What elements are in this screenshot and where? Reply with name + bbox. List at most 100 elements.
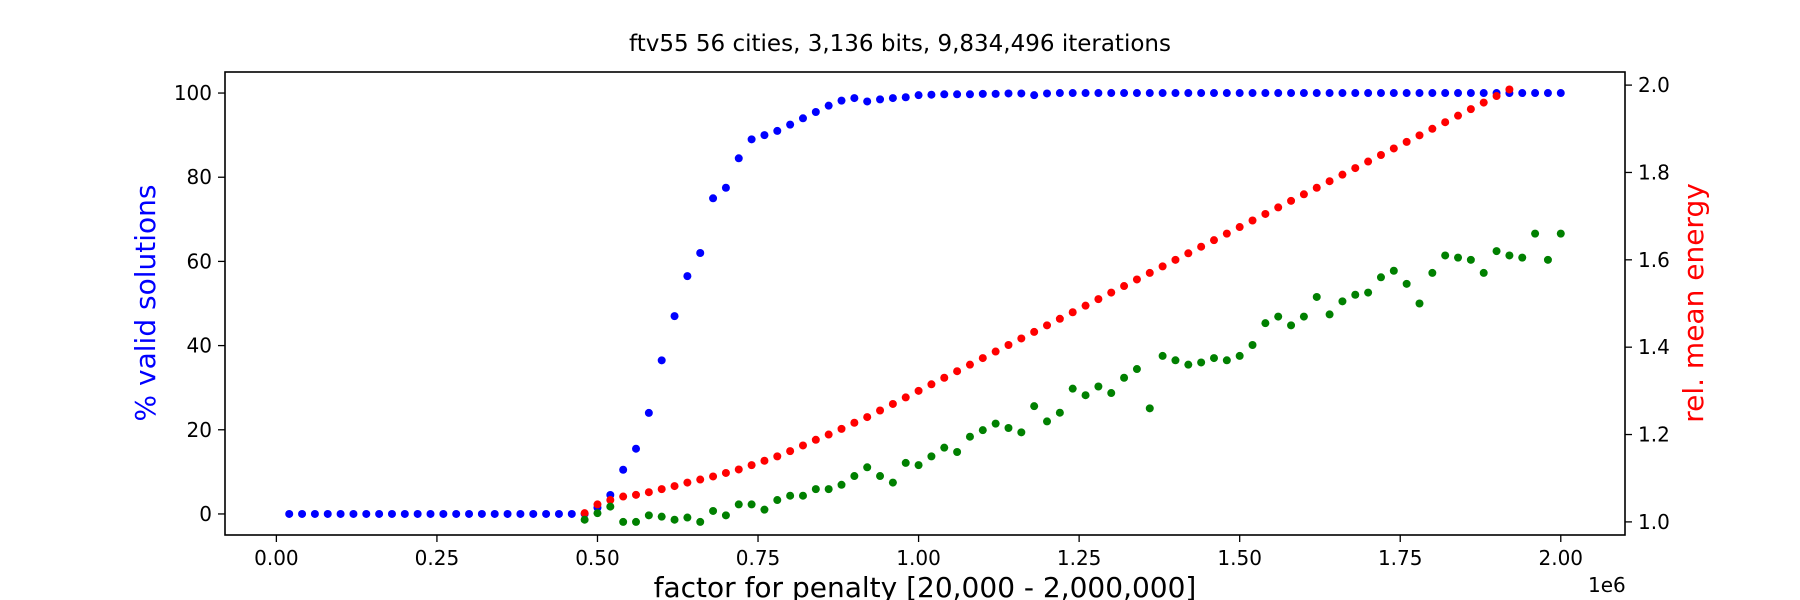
data-point (1209, 236, 1218, 245)
data-point (1107, 89, 1116, 98)
x-tick-label: 1.50 (1217, 546, 1262, 570)
data-point (1235, 351, 1244, 360)
data-point (1055, 408, 1064, 417)
data-point (1017, 89, 1026, 98)
data-point (1222, 89, 1231, 98)
data-point (644, 408, 653, 417)
data-point (1055, 89, 1064, 98)
data-point (991, 347, 1000, 356)
data-point (1004, 340, 1013, 349)
data-point (876, 472, 885, 481)
data-point (1441, 251, 1450, 260)
data-point (1428, 268, 1437, 277)
data-point (1055, 314, 1064, 323)
data-point (593, 509, 602, 518)
x-tick-label: 0.25 (415, 546, 460, 570)
data-point (850, 418, 859, 427)
data-point (1235, 89, 1244, 98)
data-point (619, 492, 628, 501)
data-point (1441, 118, 1450, 127)
data-point (901, 93, 910, 102)
data-point (1287, 321, 1296, 330)
data-point (863, 97, 872, 106)
left-y-tick-label: 100 (174, 81, 212, 105)
x-tick-label: 1.00 (896, 546, 941, 570)
data-point (1351, 89, 1360, 98)
x-tick-label: 2.00 (1539, 546, 1584, 570)
data-point (965, 432, 974, 441)
data-point (1068, 384, 1077, 393)
data-point (567, 509, 576, 518)
data-point (1081, 89, 1090, 98)
data-point (1222, 356, 1231, 365)
data-point (786, 491, 795, 500)
data-point (824, 430, 833, 439)
data-point (773, 126, 782, 135)
data-point (542, 509, 551, 518)
x-tick-label: 1.75 (1378, 546, 1423, 570)
data-point (953, 367, 962, 376)
data-point (1171, 255, 1180, 264)
data-point (824, 101, 833, 110)
data-point (991, 89, 1000, 98)
data-point (413, 509, 422, 518)
data-point (1518, 89, 1527, 98)
data-point (1492, 247, 1501, 256)
data-point (644, 511, 653, 520)
data-point (1543, 89, 1552, 98)
data-point (837, 480, 846, 489)
data-point (721, 511, 730, 520)
x-axis-label: factor for penalty [20,000 - 2,000,000] (654, 571, 1197, 600)
data-point (1338, 297, 1347, 306)
data-point (696, 475, 705, 484)
right-y-tick-label: 1.8 (1638, 160, 1670, 184)
data-point (927, 380, 936, 389)
data-point (1338, 89, 1347, 98)
data-point (978, 426, 987, 435)
data-point (644, 488, 653, 497)
data-point (940, 373, 949, 382)
data-point (773, 452, 782, 461)
data-point (670, 482, 679, 491)
data-point (1505, 251, 1514, 260)
data-point (1389, 144, 1398, 153)
data-point (1364, 89, 1373, 98)
data-point (863, 463, 872, 472)
data-point (991, 419, 1000, 428)
right-y-tick-label: 1.4 (1638, 335, 1670, 359)
data-point (1132, 89, 1141, 98)
x-tick-label: 0.50 (575, 546, 620, 570)
data-point (786, 120, 795, 129)
data-point (914, 91, 923, 100)
data-point (734, 465, 743, 474)
data-point (734, 500, 743, 509)
data-point (876, 406, 885, 415)
data-point (914, 461, 923, 470)
left-y-tick-label: 40 (187, 334, 212, 358)
right-y-tick-label: 1.0 (1638, 510, 1670, 534)
data-point (1184, 360, 1193, 369)
data-point (439, 509, 448, 518)
x-tick-label: 0.00 (254, 546, 299, 570)
data-point (734, 154, 743, 163)
data-point (593, 500, 602, 509)
data-point (1043, 417, 1052, 426)
data-point (927, 90, 936, 99)
data-point (1531, 229, 1540, 238)
data-point (554, 509, 563, 518)
data-point (670, 515, 679, 524)
data-point (1184, 89, 1193, 98)
data-point (786, 447, 795, 456)
data-point (452, 509, 461, 518)
data-point (1145, 89, 1154, 98)
data-point (580, 515, 589, 524)
data-point (657, 512, 666, 521)
data-point (1043, 89, 1052, 98)
data-point (798, 441, 807, 450)
data-point (837, 96, 846, 105)
data-point (953, 90, 962, 99)
data-point (1441, 89, 1450, 98)
data-point (375, 509, 384, 518)
data-point (1364, 288, 1373, 297)
data-point (619, 517, 628, 526)
